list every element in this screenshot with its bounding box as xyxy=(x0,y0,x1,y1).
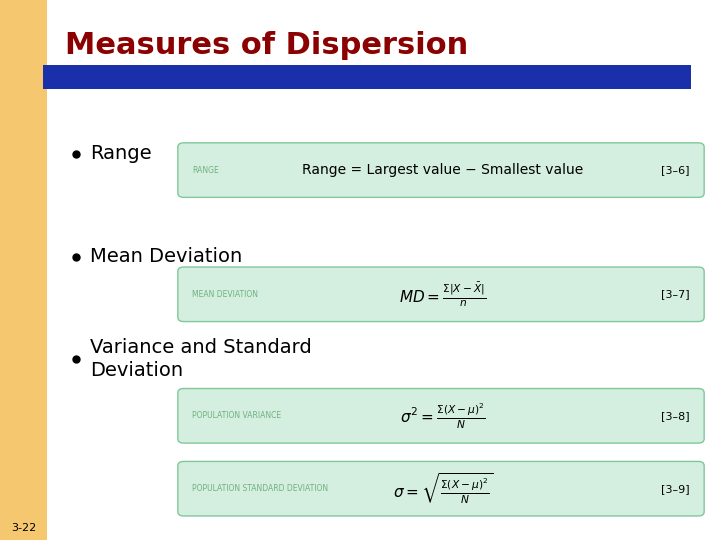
Text: Range = Largest value − Smallest value: Range = Largest value − Smallest value xyxy=(302,163,583,177)
Text: $MD = \frac{\Sigma|X - \bar{X}|}{n}$: $MD = \frac{\Sigma|X - \bar{X}|}{n}$ xyxy=(399,280,487,308)
FancyBboxPatch shape xyxy=(43,65,691,89)
FancyBboxPatch shape xyxy=(178,389,704,443)
FancyBboxPatch shape xyxy=(47,0,720,540)
Text: [3–9]: [3–9] xyxy=(661,484,690,494)
Text: $\sigma^2 = \frac{\Sigma(X - \mu)^2}{N}$: $\sigma^2 = \frac{\Sigma(X - \mu)^2}{N}$ xyxy=(400,401,486,430)
Text: RANGE: RANGE xyxy=(192,166,219,174)
FancyBboxPatch shape xyxy=(0,0,266,108)
Text: [3–6]: [3–6] xyxy=(661,165,690,175)
Text: $\sigma = \sqrt{\frac{\Sigma(X - \mu)^2}{N}}$: $\sigma = \sqrt{\frac{\Sigma(X - \mu)^2}… xyxy=(392,471,493,506)
FancyBboxPatch shape xyxy=(178,143,704,197)
Text: 3-22: 3-22 xyxy=(11,523,36,533)
Text: MEAN DEVIATION: MEAN DEVIATION xyxy=(192,290,258,299)
FancyBboxPatch shape xyxy=(0,0,47,540)
Text: Measures of Dispersion: Measures of Dispersion xyxy=(65,31,468,60)
Text: [3–8]: [3–8] xyxy=(661,411,690,421)
Text: [3–7]: [3–7] xyxy=(661,289,690,299)
Text: Variance and Standard
Deviation: Variance and Standard Deviation xyxy=(90,338,312,380)
Text: POPULATION STANDARD DEVIATION: POPULATION STANDARD DEVIATION xyxy=(192,484,328,493)
FancyBboxPatch shape xyxy=(178,461,704,516)
Text: Range: Range xyxy=(90,144,152,164)
FancyBboxPatch shape xyxy=(178,267,704,321)
Text: POPULATION VARIANCE: POPULATION VARIANCE xyxy=(192,411,282,420)
Text: Mean Deviation: Mean Deviation xyxy=(90,247,242,266)
